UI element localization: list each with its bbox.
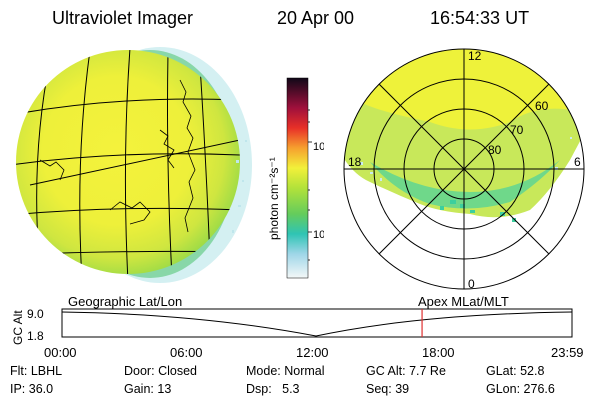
timeline-left-title: Geographic Lat/Lon — [68, 294, 183, 309]
geographic-globe-image — [16, 47, 252, 283]
timeline-axis-label: GC Alt — [11, 310, 25, 345]
info-glat-value: 52.8 — [520, 364, 545, 378]
mlt-label-18: 18 — [348, 155, 362, 169]
limb-speckles — [232, 140, 247, 233]
timeline-xtick-0600: 06:00 — [170, 345, 203, 360]
info-filter-label: Flt: — [10, 364, 28, 378]
info-seq-value: 39 — [395, 382, 410, 396]
info-mode-label: Mode: — [246, 364, 281, 378]
lat-label-80: 80 — [488, 143, 502, 157]
info-glat: GLat: 52.8 — [486, 364, 544, 378]
info-ip-label: IP: — [10, 382, 26, 396]
info-gain-value: 13 — [157, 382, 172, 396]
info-door-label: Door: — [124, 364, 155, 378]
info-glon-label: GLon: — [486, 382, 521, 396]
timeline-xtick-1200: 12:00 — [296, 345, 329, 360]
polar-plot: 12 18 6 0 60 70 80 — [343, 48, 585, 291]
info-door-value: Closed — [158, 364, 197, 378]
info-glat-label: GLat: — [486, 364, 517, 378]
colorbar-label: photon cm⁻²s⁻¹ — [267, 157, 281, 240]
info-dsp-label: Dsp: — [246, 382, 272, 396]
info-dsp: Dsp: 5.3 — [246, 382, 300, 396]
info-seq-label: Seq: — [366, 382, 392, 396]
timeline-frame — [61, 308, 573, 338]
timeline-xtick-2359: 23:59 — [551, 345, 584, 360]
altitude-curve — [61, 311, 573, 337]
info-filter-value: LBHL — [30, 364, 63, 378]
colorbar-gradient — [286, 77, 309, 279]
info-mode-value: Normal — [284, 364, 325, 378]
colorbar-tick-10: 10 — [313, 229, 324, 241]
mlt-label-0: 0 — [468, 277, 475, 291]
timeline-right-title: Apex MLat/MLT — [418, 294, 509, 309]
auroral-oval — [344, 49, 584, 222]
lat-label-70: 70 — [510, 123, 524, 137]
timeline-xtick-0000: 00:00 — [44, 345, 77, 360]
timeline-xtick-1800: 18:00 — [422, 345, 455, 360]
time-label: 16:54:33 UT — [430, 8, 530, 28]
coastlines — [39, 79, 196, 233]
info-glon: GLon: 276.6 — [486, 382, 555, 396]
instrument-title: Ultraviolet Imager — [52, 8, 194, 28]
colorbar-ticks — [308, 109, 312, 261]
info-glon-value: 276.6 — [523, 382, 555, 396]
info-seq: Seq: 39 — [366, 382, 409, 396]
info-gc-alt: GC Alt: 7.7 Re — [366, 364, 446, 378]
info-gc-alt-label: GC Alt: — [366, 364, 406, 378]
timeline-ytick-9: 9.0 — [27, 307, 44, 321]
polar-grid — [343, 48, 585, 290]
info-dsp-value: 5.3 — [282, 382, 300, 396]
colorbar-tick-100: 100 — [313, 141, 324, 153]
info-ip: IP: 36.0 — [10, 382, 53, 396]
info-gc-alt-value: 7.7 Re — [409, 364, 446, 378]
info-filter: Flt: LBHL — [10, 364, 62, 378]
timeline-ytick-1-8: 1.8 — [27, 329, 44, 343]
date-label: 20 Apr 00 — [277, 8, 355, 28]
mlt-label-6: 6 — [574, 155, 581, 169]
info-mode: Mode: Normal — [246, 364, 325, 378]
lat-label-60: 60 — [535, 99, 549, 113]
info-gain: Gain: 13 — [124, 382, 171, 396]
info-ip-value: 36.0 — [28, 382, 54, 396]
info-gain-label: Gain: — [124, 382, 154, 396]
info-door: Door: Closed — [124, 364, 197, 378]
colorbar: 100 10 photon cm⁻²s⁻¹ — [267, 77, 324, 279]
altitude-timeline[interactable]: GC Alt 9.0 1.8 — [0, 305, 600, 345]
mlt-label-12: 12 — [468, 49, 482, 63]
